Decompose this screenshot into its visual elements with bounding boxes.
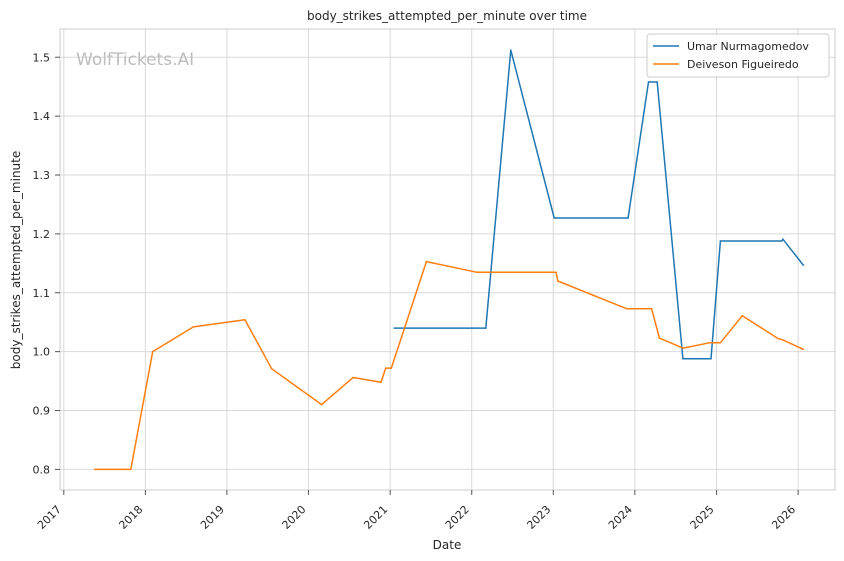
- data-point: [682, 357, 684, 360]
- data-point: [390, 367, 393, 369]
- legend-label-umar: Umar Nurmagomedov: [687, 40, 809, 53]
- data-point: [708, 342, 711, 344]
- y-tick-labels: 0.8 0.9 1.0 1.1 1.2 1.3 1.4 1.5: [33, 51, 60, 476]
- data-point: [380, 381, 382, 384]
- data-point: [485, 327, 487, 329]
- y-tick-label: 1.2: [33, 228, 51, 241]
- legend: Umar Nurmagomedov Deiveson Figueiredo: [646, 33, 830, 78]
- data-point: [802, 348, 805, 351]
- y-tick-label: 0.9: [33, 405, 51, 418]
- data-point: [151, 350, 154, 353]
- data-point: [625, 307, 628, 310]
- data-point: [192, 326, 195, 328]
- data-point: [719, 342, 722, 344]
- y-tick-label: 1.3: [33, 169, 51, 182]
- y-axis-title: body_strikes_attempted_per_minute: [9, 151, 23, 369]
- data-point: [782, 238, 784, 240]
- data-point: [244, 319, 246, 321]
- data-point: [710, 357, 712, 360]
- data-point: [555, 271, 557, 274]
- data-point: [741, 314, 744, 317]
- y-tick-label: 1.5: [33, 51, 51, 64]
- legend-label-deiveson: Deiveson Figueiredo: [687, 58, 799, 71]
- data-point: [270, 367, 273, 370]
- data-point: [553, 217, 555, 219]
- legend-box: [646, 33, 830, 78]
- y-tick-label: 1.0: [33, 346, 51, 359]
- data-point: [650, 307, 653, 310]
- watermark-text: WolfTickets.AI: [76, 50, 194, 70]
- data-point: [320, 403, 323, 406]
- series-lines: [94, 49, 805, 471]
- data-point: [682, 347, 684, 349]
- y-tick-label: 0.8: [33, 463, 51, 476]
- data-point: [802, 264, 805, 266]
- y-tick-label: 1.4: [33, 110, 51, 123]
- data-point: [719, 240, 722, 242]
- data-point: [658, 337, 661, 339]
- data-point: [782, 339, 784, 341]
- data-point: [475, 271, 478, 274]
- data-point: [130, 468, 132, 471]
- data-point: [94, 468, 96, 471]
- data-point: [510, 49, 512, 51]
- data-point: [425, 260, 428, 263]
- data-point: [384, 367, 387, 369]
- data-point: [393, 327, 396, 329]
- data-point: [647, 81, 650, 83]
- data-point: [781, 240, 783, 242]
- plot-frame: [59, 28, 836, 491]
- data-point: [352, 376, 354, 379]
- data-point: [557, 280, 559, 282]
- chart-title: body_strikes_attempted_per_minute over t…: [307, 9, 587, 23]
- data-point: [627, 217, 629, 219]
- data-point: [656, 81, 658, 83]
- data-point: [777, 337, 780, 340]
- y-tick-label: 1.1: [33, 287, 51, 300]
- x-axis-title: Date: [433, 538, 462, 552]
